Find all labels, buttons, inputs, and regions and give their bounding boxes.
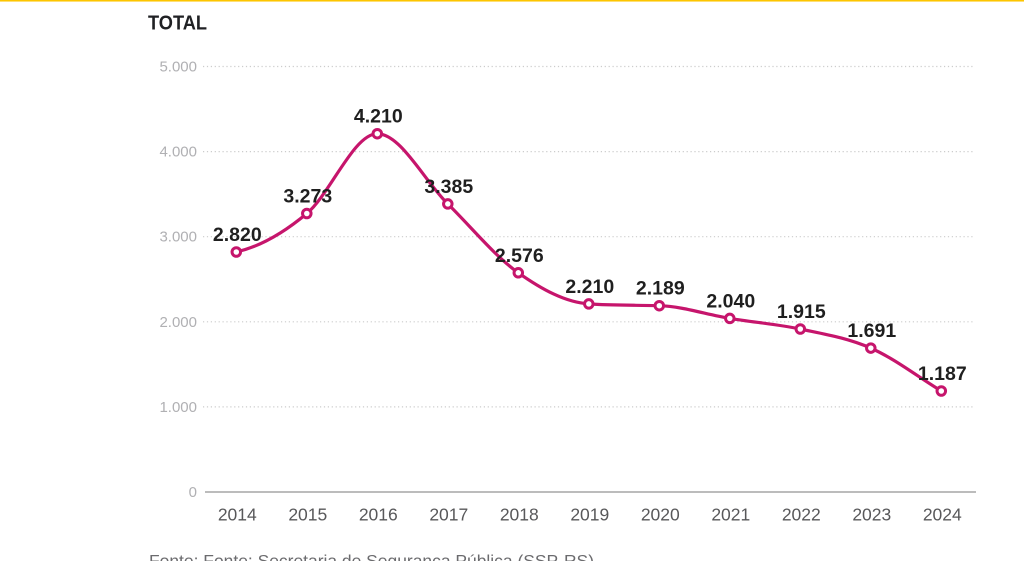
svg-text:2019: 2019 [570, 505, 609, 525]
svg-text:2021: 2021 [711, 505, 750, 525]
svg-text:2.040: 2.040 [706, 290, 755, 312]
svg-text:5.000: 5.000 [159, 59, 197, 76]
svg-text:3.000: 3.000 [159, 229, 197, 246]
svg-text:2015: 2015 [288, 505, 327, 525]
svg-text:2022: 2022 [782, 505, 821, 525]
svg-text:4.000: 4.000 [159, 144, 197, 161]
svg-text:2.210: 2.210 [565, 276, 614, 298]
svg-text:1.187: 1.187 [918, 363, 967, 385]
svg-text:4.210: 4.210 [354, 106, 403, 128]
svg-text:1.000: 1.000 [159, 399, 197, 416]
svg-text:1.915: 1.915 [777, 301, 826, 323]
svg-text:TOTAL: TOTAL [148, 12, 207, 35]
svg-text:3.273: 3.273 [283, 186, 332, 208]
svg-text:3.385: 3.385 [424, 176, 473, 198]
svg-text:2023: 2023 [852, 505, 891, 525]
svg-text:0: 0 [189, 484, 197, 501]
svg-text:2.000: 2.000 [159, 314, 197, 331]
svg-text:1.691: 1.691 [847, 320, 896, 342]
svg-text:2018: 2018 [500, 505, 539, 525]
svg-text:2016: 2016 [359, 505, 398, 525]
svg-text:2.189: 2.189 [636, 278, 685, 300]
svg-text:2014: 2014 [218, 505, 257, 525]
svg-text:2020: 2020 [641, 505, 680, 525]
svg-text:2017: 2017 [429, 505, 468, 525]
svg-text:Fonte: Fonte: Secretaria de Se: Fonte: Fonte: Secretaria de Segurança Pú… [149, 552, 594, 561]
svg-text:2.820: 2.820 [213, 224, 262, 246]
svg-text:2.576: 2.576 [495, 245, 544, 267]
svg-text:2024: 2024 [923, 505, 962, 525]
